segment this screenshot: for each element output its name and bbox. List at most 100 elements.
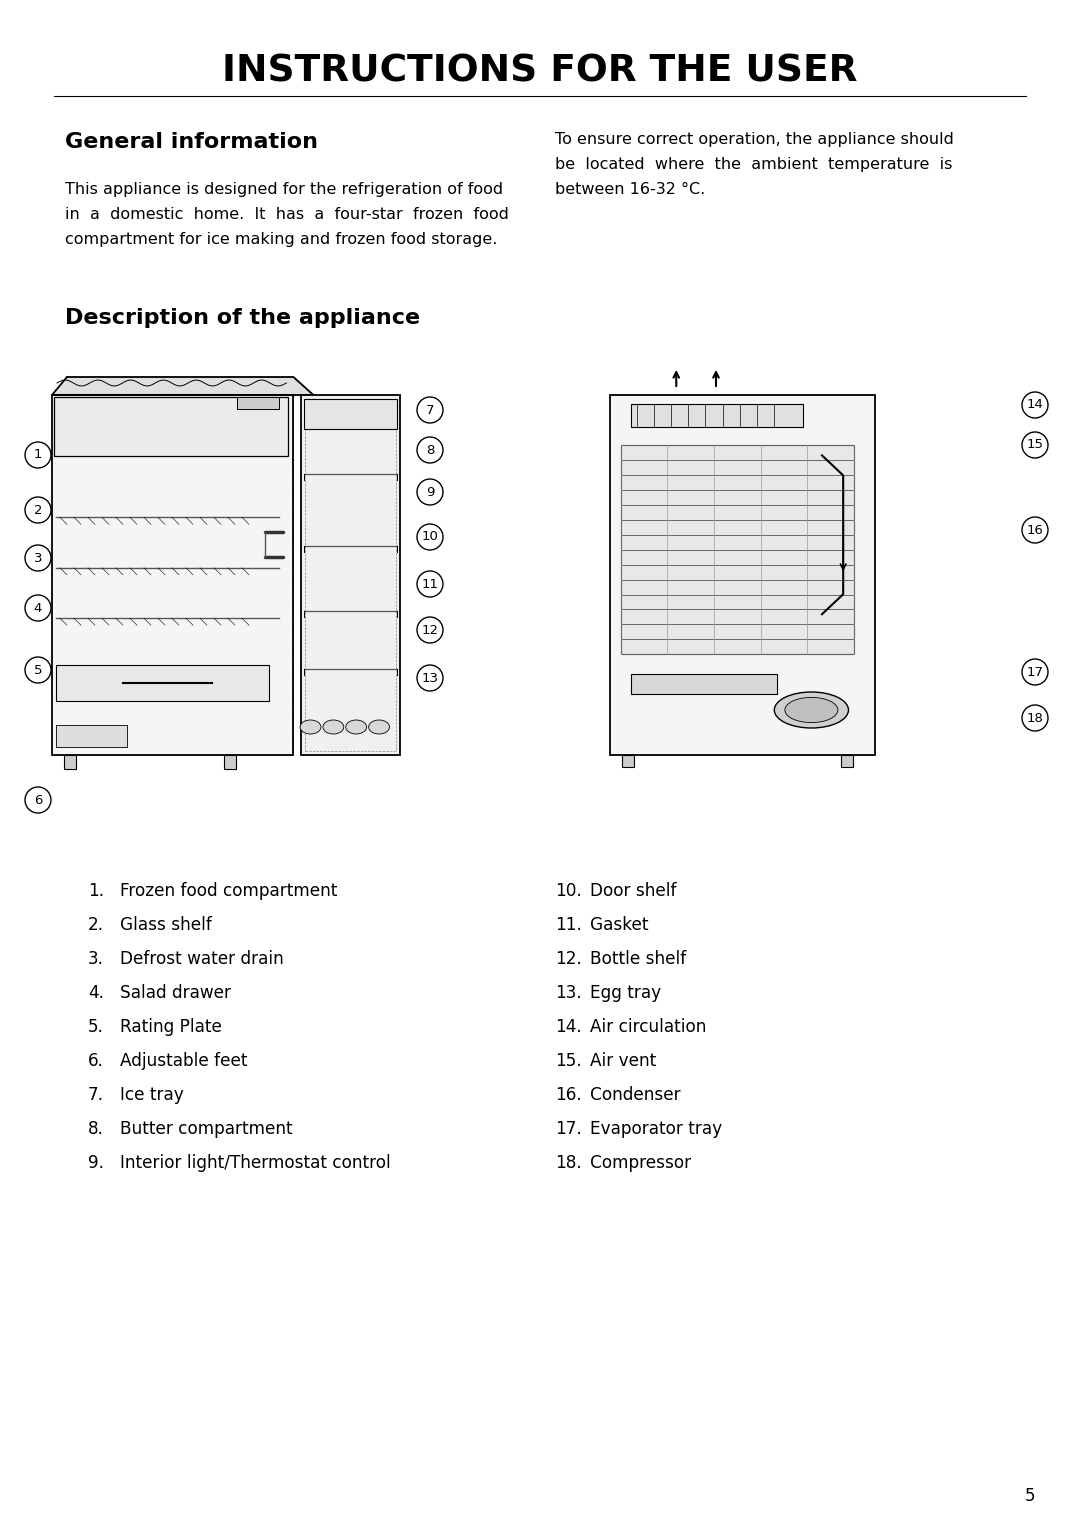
Text: 5: 5 <box>1025 1487 1036 1505</box>
Text: 1.: 1. <box>87 882 104 900</box>
Text: INSTRUCTIONS FOR THE USER: INSTRUCTIONS FOR THE USER <box>222 53 858 90</box>
Circle shape <box>417 524 443 550</box>
Text: Frozen food compartment: Frozen food compartment <box>120 882 337 900</box>
Text: 11: 11 <box>421 578 438 590</box>
Text: 9: 9 <box>426 486 434 498</box>
Circle shape <box>417 571 443 597</box>
Bar <box>224 755 235 769</box>
Bar <box>56 665 269 701</box>
Circle shape <box>25 594 51 620</box>
Bar <box>64 755 76 769</box>
Bar <box>52 396 294 755</box>
Text: Gasket: Gasket <box>590 915 648 934</box>
Bar <box>303 399 397 429</box>
Text: 3: 3 <box>33 552 42 564</box>
Circle shape <box>1022 516 1048 542</box>
Ellipse shape <box>785 697 838 723</box>
Text: 8.: 8. <box>87 1120 104 1138</box>
Text: Interior light/Thermostat control: Interior light/Thermostat control <box>120 1154 391 1172</box>
Text: 2.: 2. <box>87 915 104 934</box>
Text: 7.: 7. <box>87 1086 104 1105</box>
Circle shape <box>1022 659 1048 685</box>
Bar <box>631 403 804 428</box>
Circle shape <box>25 657 51 683</box>
Text: Salad drawer: Salad drawer <box>120 984 231 1002</box>
Bar <box>622 755 634 767</box>
Bar <box>841 755 853 767</box>
Text: Air circulation: Air circulation <box>590 1018 706 1036</box>
Text: 3.: 3. <box>87 950 104 969</box>
Text: Air vent: Air vent <box>590 1051 657 1070</box>
Text: This appliance is designed for the refrigeration of food: This appliance is designed for the refri… <box>65 182 503 197</box>
Text: 12: 12 <box>421 623 438 637</box>
Circle shape <box>25 497 51 523</box>
Text: Door shelf: Door shelf <box>590 882 676 900</box>
Text: 6.: 6. <box>87 1051 104 1070</box>
Text: 18: 18 <box>1027 712 1043 724</box>
Text: in  a  domestic  home.  It  has  a  four-star  frozen  food: in a domestic home. It has a four-star f… <box>65 206 509 222</box>
Bar <box>621 445 854 654</box>
Text: 11.: 11. <box>555 915 582 934</box>
Text: 17: 17 <box>1026 666 1043 678</box>
Text: 4.: 4. <box>87 984 104 1002</box>
Circle shape <box>25 442 51 468</box>
Bar <box>54 397 288 457</box>
Bar <box>237 397 280 410</box>
Text: 5.: 5. <box>87 1018 104 1036</box>
Text: 14: 14 <box>1027 399 1043 411</box>
Text: 8: 8 <box>426 443 434 457</box>
Text: Bottle shelf: Bottle shelf <box>590 950 686 969</box>
Text: 18.: 18. <box>555 1154 582 1172</box>
Text: 7: 7 <box>426 403 434 417</box>
Bar <box>305 399 396 750</box>
Text: 13: 13 <box>421 671 438 685</box>
Text: 9.: 9. <box>87 1154 104 1172</box>
Text: Evaporator tray: Evaporator tray <box>590 1120 723 1138</box>
Ellipse shape <box>774 692 849 727</box>
Text: 10: 10 <box>421 530 438 544</box>
Text: Condenser: Condenser <box>590 1086 680 1105</box>
Text: Rating Plate: Rating Plate <box>120 1018 221 1036</box>
Text: 13.: 13. <box>555 984 582 1002</box>
Bar <box>610 396 875 755</box>
Circle shape <box>25 545 51 571</box>
Text: Adjustable feet: Adjustable feet <box>120 1051 247 1070</box>
Text: Description of the appliance: Description of the appliance <box>65 309 420 329</box>
Text: General information: General information <box>65 131 318 151</box>
Text: 15.: 15. <box>555 1051 582 1070</box>
Text: 14.: 14. <box>555 1018 582 1036</box>
Polygon shape <box>52 377 313 396</box>
Circle shape <box>1022 432 1048 458</box>
Text: 16.: 16. <box>555 1086 582 1105</box>
Text: 6: 6 <box>33 793 42 807</box>
Text: Glass shelf: Glass shelf <box>120 915 212 934</box>
Text: 12.: 12. <box>555 950 582 969</box>
Text: 17.: 17. <box>555 1120 582 1138</box>
Text: Egg tray: Egg tray <box>590 984 661 1002</box>
Text: 10.: 10. <box>555 882 582 900</box>
Bar <box>631 674 777 694</box>
Text: 15: 15 <box>1026 439 1043 451</box>
Bar <box>300 396 400 755</box>
Text: be  located  where  the  ambient  temperature  is: be located where the ambient temperature… <box>555 157 953 173</box>
Circle shape <box>417 478 443 504</box>
Text: compartment for ice making and frozen food storage.: compartment for ice making and frozen fo… <box>65 232 498 248</box>
Text: 4: 4 <box>33 602 42 614</box>
Text: Ice tray: Ice tray <box>120 1086 184 1105</box>
Circle shape <box>1022 393 1048 419</box>
Text: 2: 2 <box>33 504 42 516</box>
Circle shape <box>25 787 51 813</box>
Text: To ensure correct operation, the appliance should: To ensure correct operation, the applian… <box>555 131 954 147</box>
Text: 1: 1 <box>33 449 42 461</box>
Ellipse shape <box>323 720 343 733</box>
Circle shape <box>417 397 443 423</box>
Text: 5: 5 <box>33 663 42 677</box>
Circle shape <box>1022 704 1048 730</box>
Circle shape <box>417 665 443 691</box>
Text: Compressor: Compressor <box>590 1154 691 1172</box>
Ellipse shape <box>368 720 390 733</box>
Text: 16: 16 <box>1027 524 1043 536</box>
Circle shape <box>417 437 443 463</box>
Circle shape <box>417 617 443 643</box>
Text: Butter compartment: Butter compartment <box>120 1120 293 1138</box>
